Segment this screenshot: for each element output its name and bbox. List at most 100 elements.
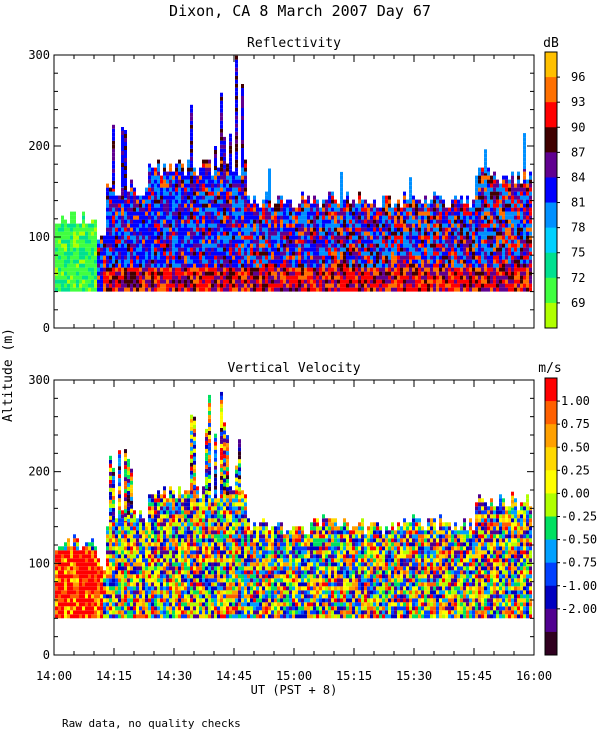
heatmap-cell (115, 602, 118, 607)
heatmap-cell (496, 199, 499, 204)
heatmap-cell (226, 163, 229, 168)
heatmap-cell (307, 219, 310, 224)
heatmap-cell (409, 227, 412, 232)
heatmap-cell (85, 594, 88, 599)
heatmap-cell (493, 247, 496, 252)
heatmap-cell (130, 590, 133, 595)
heatmap-cell (385, 247, 388, 252)
heatmap-cell (97, 562, 100, 567)
heatmap-cell (457, 247, 460, 252)
heatmap-cell (253, 255, 256, 260)
heatmap-cell (433, 271, 436, 276)
heatmap-cell (526, 247, 529, 252)
heatmap-cell (82, 243, 85, 248)
heatmap-cell (133, 239, 136, 244)
heatmap-cell (271, 271, 274, 276)
heatmap-cell (295, 251, 298, 256)
heatmap-cell (313, 287, 316, 292)
heatmap-cell (70, 610, 73, 615)
heatmap-cell (505, 215, 508, 220)
heatmap-cell (118, 247, 121, 252)
heatmap-cell (493, 239, 496, 244)
heatmap-cell (139, 239, 142, 244)
heatmap-cell (241, 112, 244, 116)
heatmap-cell (277, 223, 280, 228)
heatmap-cell (124, 542, 127, 547)
heatmap-cell (199, 247, 202, 252)
heatmap-cell (493, 287, 496, 292)
heatmap-cell (145, 263, 148, 268)
heatmap-cell (520, 287, 523, 292)
heatmap-cell (223, 231, 226, 236)
heatmap-cell (409, 255, 412, 260)
heatmap-cell (337, 203, 340, 208)
heatmap-cell (418, 247, 421, 252)
heatmap-cell (109, 187, 112, 192)
heatmap-cell (379, 235, 382, 240)
heatmap-cell (85, 283, 88, 288)
heatmap-cell (193, 267, 196, 272)
heatmap-cell (217, 279, 220, 284)
heatmap-cell (283, 207, 286, 212)
heatmap-cell (112, 124, 115, 129)
heatmap-cell (196, 179, 199, 184)
heatmap-cell (301, 195, 304, 200)
heatmap-cell (496, 227, 499, 232)
heatmap-cell (499, 227, 502, 232)
heatmap-cell (130, 468, 133, 473)
heatmap-cell (283, 279, 286, 284)
heatmap-cell (106, 530, 109, 535)
heatmap-cell (343, 251, 346, 256)
heatmap-cell (112, 475, 115, 480)
heatmap-cell (139, 275, 142, 280)
heatmap-cell (208, 247, 211, 252)
heatmap-cell (346, 267, 349, 272)
heatmap-cell (247, 239, 250, 244)
heatmap-cell (196, 263, 199, 268)
heatmap-cell (244, 167, 247, 172)
heatmap-cell (487, 255, 490, 260)
heatmap-cell (196, 207, 199, 212)
heatmap-cell (133, 566, 136, 571)
heatmap-cell (61, 283, 64, 288)
heatmap-cell (481, 259, 484, 264)
heatmap-cell (313, 211, 316, 216)
heatmap-cell (367, 263, 370, 268)
heatmap-cell (277, 255, 280, 260)
heatmap-cell (172, 231, 175, 236)
heatmap-cell (232, 207, 235, 212)
heatmap-cell (55, 283, 58, 288)
heatmap-cell (118, 518, 121, 523)
heatmap-cell (517, 171, 520, 176)
heatmap-cell (88, 223, 91, 228)
heatmap-cell (388, 203, 391, 208)
heatmap-cell (301, 271, 304, 276)
heatmap-cell (112, 251, 115, 256)
heatmap-cell (304, 283, 307, 288)
heatmap-cell (58, 582, 61, 587)
heatmap-cell (214, 203, 217, 208)
heatmap-cell (466, 223, 469, 228)
heatmap-cell (121, 598, 124, 603)
heatmap-cell (526, 283, 529, 288)
heatmap-cell (433, 199, 436, 204)
heatmap-cell (454, 203, 457, 208)
heatmap-cell (166, 171, 169, 176)
heatmap-cell (85, 570, 88, 575)
heatmap-cell (526, 243, 529, 248)
heatmap-cell (424, 231, 427, 236)
heatmap-cell (409, 231, 412, 236)
heatmap-cell (265, 219, 268, 224)
heatmap-cell (151, 275, 154, 280)
heatmap-cell (445, 239, 448, 244)
heatmap-cell (133, 263, 136, 268)
heatmap-cell (151, 231, 154, 236)
heatmap-cell (388, 263, 391, 268)
heatmap-cell (124, 170, 127, 174)
heatmap-cell (334, 267, 337, 272)
heatmap-cell (505, 251, 508, 256)
heatmap-cell (211, 211, 214, 216)
heatmap-cell (409, 185, 412, 190)
heatmap-cell (430, 219, 433, 224)
heatmap-cell (490, 243, 493, 248)
